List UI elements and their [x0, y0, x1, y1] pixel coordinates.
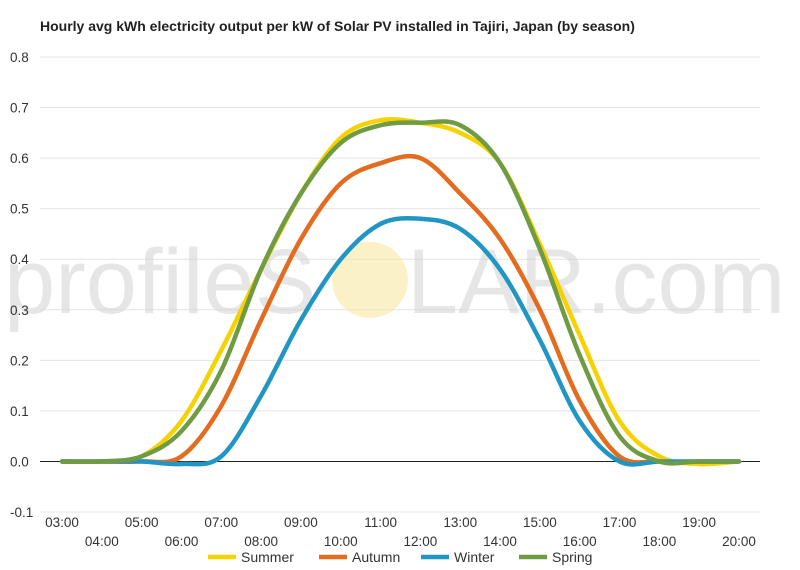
series-line-autumn — [59, 153, 742, 465]
watermark-sun — [332, 242, 408, 318]
y-axis-ticks: -0.1 0.0 0.1 0.2 0.3 0.4 0.5 0.6 0.7 0.8 — [10, 50, 33, 520]
x-axis-ticks: 03:00 04:00 05:00 06:00 07:00 08:00 09:00 10:00… — [45, 515, 756, 549]
grid-lines — [40, 56, 760, 513]
x-tick-label: 13:00 — [443, 515, 477, 530]
y-tick-label: 0.6 — [10, 151, 29, 166]
x-tick-label: 15:00 — [523, 515, 557, 530]
legend: Summer Autumn Winter Spring — [208, 549, 592, 565]
y-tick-label: 0.7 — [10, 101, 29, 116]
x-tick-label: 09:00 — [284, 515, 318, 530]
x-tick-label: 19:00 — [682, 515, 716, 530]
y-tick-label: 0.4 — [10, 252, 29, 267]
y-tick-label: 0.0 — [10, 454, 29, 469]
series-line-winter — [59, 215, 742, 467]
x-tick-label: 05:00 — [125, 515, 159, 530]
x-tick-label: 03:00 — [45, 515, 79, 530]
x-tick-label: 07:00 — [204, 515, 238, 530]
y-tick-label: 0.1 — [10, 404, 29, 419]
legend-label-autumn: Autumn — [352, 549, 400, 565]
y-tick-label: 0.2 — [10, 353, 29, 368]
series-lines — [59, 116, 742, 467]
x-tick-label: 06:00 — [165, 534, 199, 549]
watermark-text-left: profileS — [4, 231, 316, 333]
x-tick-label: 04:00 — [85, 534, 119, 549]
x-tick-label: 20:00 — [722, 534, 756, 549]
legend-label-summer: Summer — [241, 549, 294, 565]
series-line-summer — [59, 116, 742, 467]
chart-title: Hourly avg kWh electricity output per kW… — [40, 18, 635, 34]
x-tick-label: 10:00 — [324, 534, 358, 549]
watermark: profileS LAR.com — [4, 231, 785, 333]
legend-label-spring: Spring — [552, 549, 592, 565]
x-tick-label: 14:00 — [483, 534, 517, 549]
y-tick-label: 0.5 — [10, 202, 29, 217]
series-line-spring — [59, 119, 742, 466]
x-tick-label: 16:00 — [563, 534, 597, 549]
x-tick-label: 12:00 — [404, 534, 438, 549]
x-tick-label: 08:00 — [244, 534, 278, 549]
watermark-text-right: LAR.com — [407, 231, 785, 333]
x-tick-label: 17:00 — [603, 515, 637, 530]
y-tick-label: -0.1 — [10, 505, 33, 520]
y-tick-label: 0.8 — [10, 50, 29, 65]
y-tick-label: 0.3 — [10, 303, 29, 318]
x-tick-label: 18:00 — [642, 534, 676, 549]
x-tick-label: 11:00 — [364, 515, 397, 530]
legend-label-winter: Winter — [454, 549, 495, 565]
